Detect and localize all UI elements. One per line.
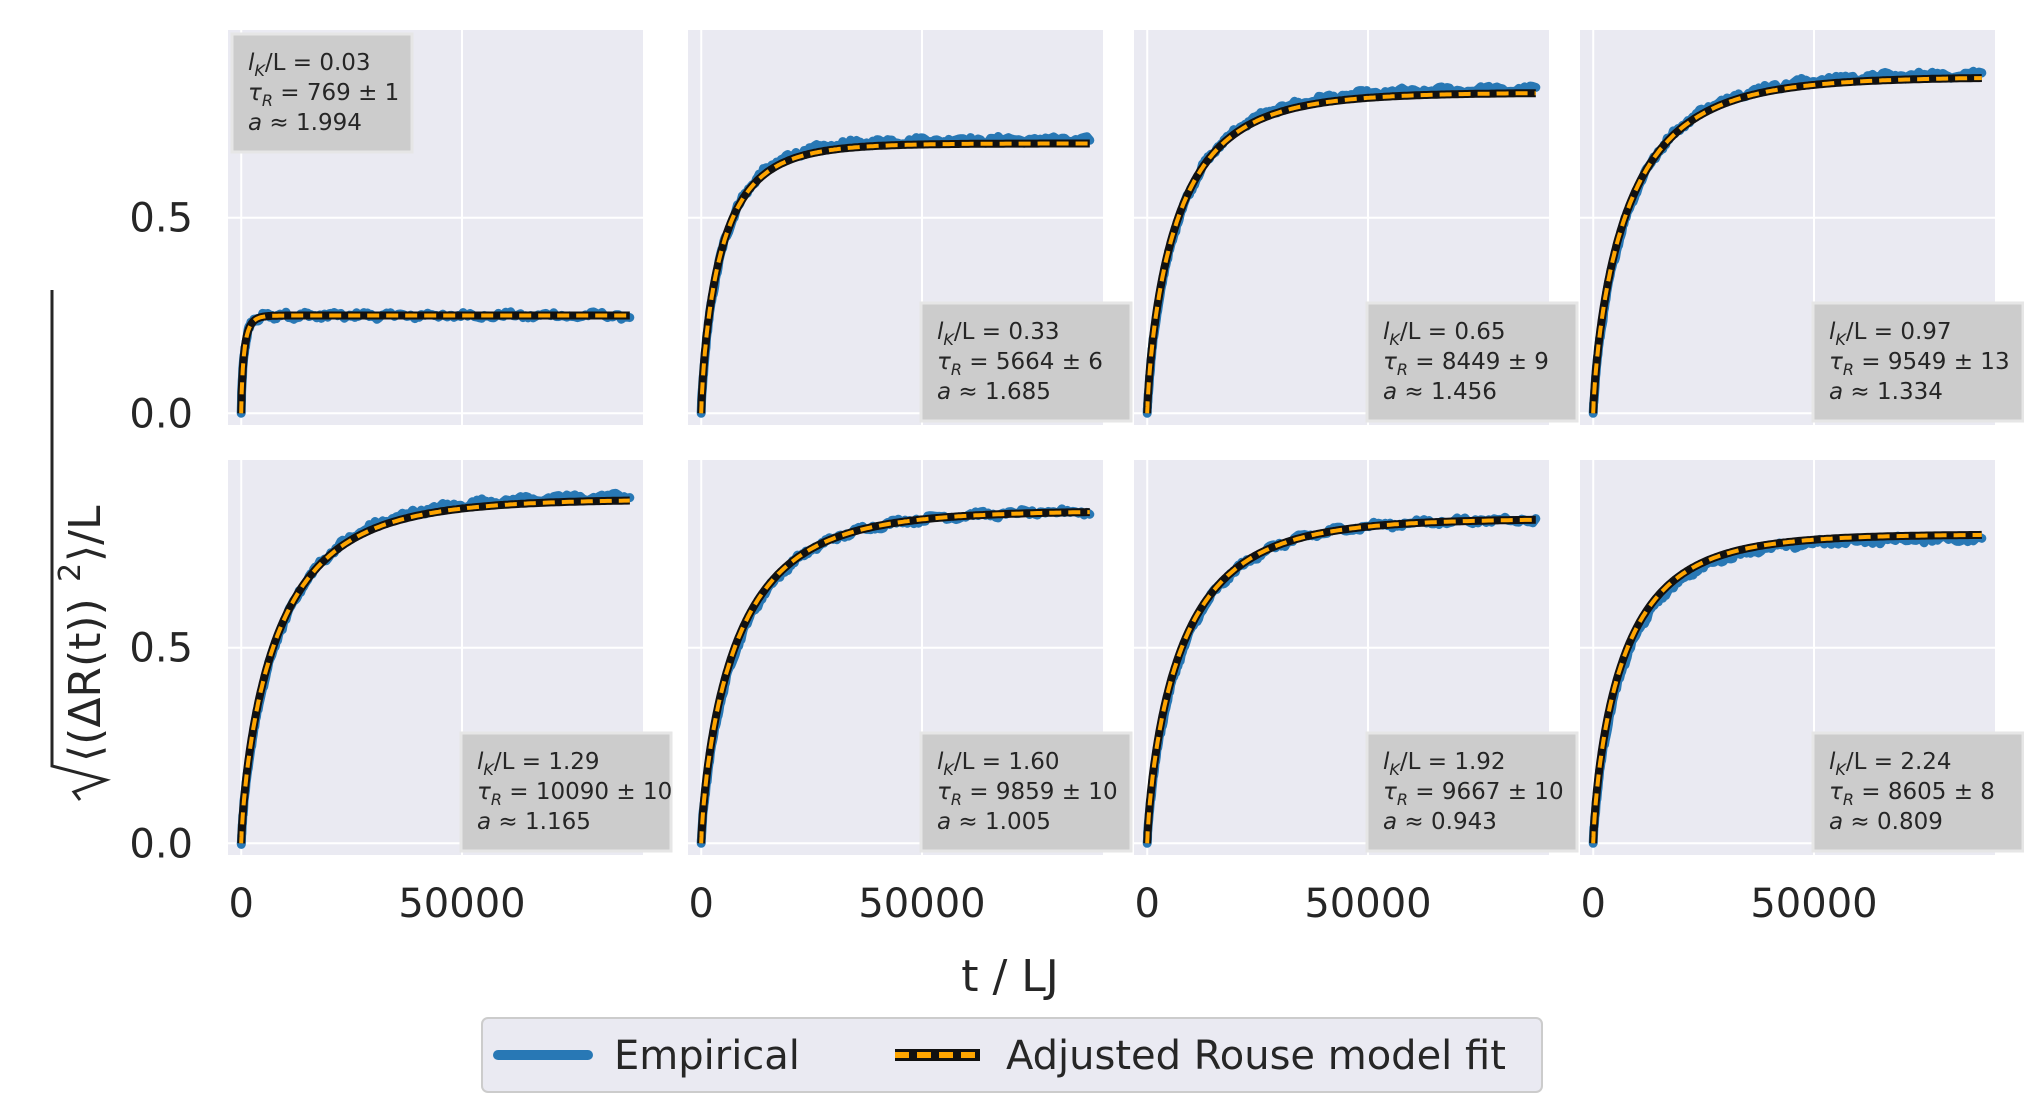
kuhn-length-ratio: lK/L = 1.29 <box>477 749 600 779</box>
fit-line <box>239 313 630 414</box>
fit-line <box>699 510 1090 844</box>
x-tick-label: 50000 <box>1750 881 1877 927</box>
fit-line <box>699 141 1090 414</box>
y-axis-label-text: ⟨(ΔR(t)) <box>60 598 111 762</box>
exponent-a: a ≈ 0.809 <box>1829 809 1943 835</box>
fit-line <box>1145 517 1536 844</box>
annotation-box <box>1365 301 1579 423</box>
rouse-time: τR = 769 ± 1 <box>248 80 399 110</box>
exponent-a: a ≈ 1.456 <box>1383 379 1497 405</box>
legend-fit-label: Adjusted Rouse model fit <box>1006 1033 1506 1079</box>
y-tick-label: 0.5 <box>129 196 193 242</box>
x-tick-label: 0 <box>1581 881 1606 927</box>
annotation-box <box>230 32 414 154</box>
x-tick-label: 0 <box>689 881 714 927</box>
sqrt-radical <box>50 290 111 801</box>
y-tick-label: 0.0 <box>129 821 193 867</box>
annotation-box <box>919 731 1133 853</box>
kuhn-length-ratio: lK/L = 0.97 <box>1829 319 1952 349</box>
x-tick-label: 50000 <box>1304 881 1431 927</box>
kuhn-length-ratio: lK/L = 0.03 <box>248 50 371 80</box>
rouse-time: τR = 9667 ± 10 <box>1383 779 1564 809</box>
x-tick-label: 50000 <box>398 881 525 927</box>
rouse-time: τR = 8449 ± 9 <box>1383 349 1549 379</box>
exponent-a: a ≈ 1.165 <box>477 809 591 835</box>
y-tick-labels: 0.0 0.5 0.0 0.5 <box>129 196 193 868</box>
y-tick-label: 0.5 <box>129 626 193 672</box>
legend-empirical-label: Empirical <box>614 1033 800 1079</box>
fit-line <box>1145 91 1536 414</box>
y-axis-label-tail: ⟩/L <box>60 505 111 562</box>
annotation-box <box>459 731 673 853</box>
rouse-time: τR = 5664 ± 6 <box>937 349 1103 379</box>
rouse-time: τR = 9859 ± 10 <box>937 779 1118 809</box>
y-axis-label: ⟨(ΔR(t)) 2 ⟩/L <box>50 290 111 801</box>
exponent-a: a ≈ 1.005 <box>937 809 1051 835</box>
exponent-a: a ≈ 1.994 <box>248 110 362 136</box>
y-tick-label: 0.0 <box>129 391 193 437</box>
exponent-a: a ≈ 1.685 <box>937 379 1051 405</box>
rouse-time: τR = 10090 ± 10 <box>477 779 672 809</box>
legend: Empirical Adjusted Rouse model fit <box>481 1017 1543 1093</box>
annotation-box <box>1811 301 2024 423</box>
annotation-box <box>919 301 1133 423</box>
x-tick-label: 0 <box>1135 881 1160 927</box>
fit-line <box>1591 76 1982 414</box>
x-tick-labels: 0 50000 0 50000 0 50000 0 50000 <box>229 881 1878 927</box>
annotation-box <box>1365 731 1579 853</box>
kuhn-length-ratio: lK/L = 1.92 <box>1383 749 1506 779</box>
rouse-time: τR = 9549 ± 13 <box>1829 349 2010 379</box>
annotation-box <box>1811 731 2024 853</box>
kuhn-length-ratio: lK/L = 0.33 <box>937 319 1060 349</box>
x-tick-label: 50000 <box>858 881 985 927</box>
rouse-time: τR = 8605 ± 8 <box>1829 779 1995 809</box>
exponent-a: a ≈ 0.943 <box>1383 809 1497 835</box>
fit-line <box>239 498 630 844</box>
legend-frame <box>481 1017 1543 1093</box>
kuhn-length-ratio: lK/L = 0.65 <box>1383 319 1506 349</box>
kuhn-length-ratio: lK/L = 1.60 <box>937 749 1060 779</box>
y-axis-label-exponent: 2 <box>53 563 88 582</box>
x-axis-label: t / LJ <box>961 951 1059 1002</box>
kuhn-length-ratio: lK/L = 2.24 <box>1829 749 1952 779</box>
x-tick-label: 0 <box>229 881 254 927</box>
exponent-a: a ≈ 1.334 <box>1829 379 1943 405</box>
fit-line <box>1591 532 1982 844</box>
